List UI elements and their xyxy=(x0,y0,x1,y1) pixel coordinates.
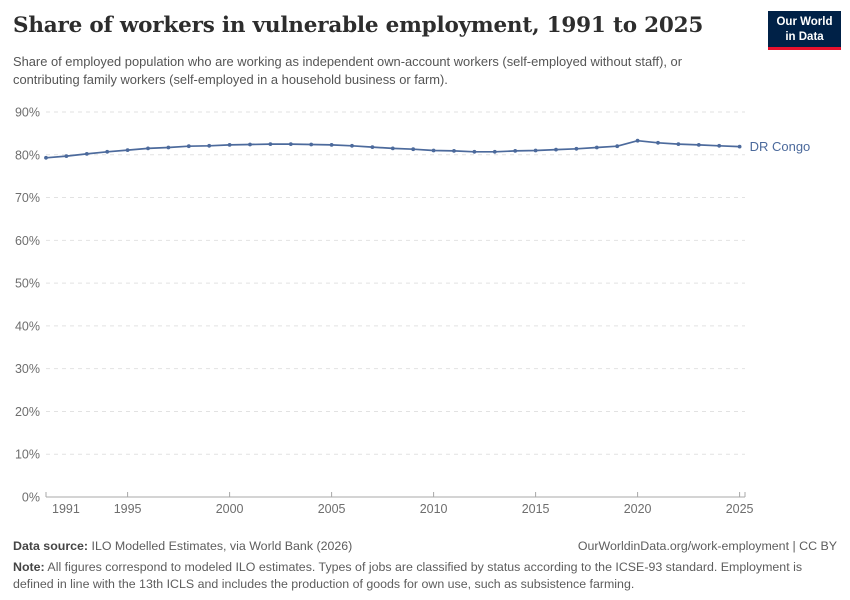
data-point[interactable] xyxy=(431,148,436,153)
series-label-dr-congo[interactable]: DR Congo xyxy=(750,139,811,154)
data-point[interactable] xyxy=(44,155,48,160)
data-point[interactable] xyxy=(309,142,314,147)
y-tick-label: 40% xyxy=(15,319,40,333)
data-point[interactable] xyxy=(186,144,191,149)
data-point[interactable] xyxy=(390,146,395,151)
data-point[interactable] xyxy=(696,143,701,147)
y-tick-label: 60% xyxy=(15,234,40,248)
x-tick-label: 2015 xyxy=(522,502,550,516)
data-point[interactable] xyxy=(166,145,171,150)
data-point[interactable] xyxy=(84,152,89,156)
data-point[interactable] xyxy=(656,140,660,145)
data-point[interactable] xyxy=(248,142,252,147)
y-tick-label: 50% xyxy=(15,277,40,291)
y-tick-label: 30% xyxy=(15,362,40,376)
data-point[interactable] xyxy=(533,148,538,153)
data-point[interactable] xyxy=(492,149,497,154)
data-point[interactable] xyxy=(472,149,477,154)
data-point[interactable] xyxy=(146,146,150,151)
y-tick-label: 80% xyxy=(15,148,40,162)
data-source-text: ILO Modelled Estimates, via World Bank (… xyxy=(88,539,353,554)
data-point[interactable] xyxy=(329,143,334,147)
data-point[interactable] xyxy=(554,147,558,152)
y-tick-label: 90% xyxy=(15,106,40,120)
y-tick-label: 10% xyxy=(15,448,40,462)
note-text: All figures correspond to modeled ILO es… xyxy=(13,559,803,592)
data-point[interactable] xyxy=(105,149,110,154)
data-point[interactable] xyxy=(737,144,742,149)
data-point[interactable] xyxy=(574,146,579,151)
line-chart-svg[interactable]: 0% 10% 20% 30% 40% 50% 60% 70% 80% 90% 1991 1995 200… xyxy=(0,95,850,535)
data-point[interactable] xyxy=(288,142,293,146)
owid-logo-line2: in Data xyxy=(785,30,824,43)
x-tick-label: 2000 xyxy=(216,502,244,516)
x-tick-label: 2025 xyxy=(726,502,754,516)
data-point[interactable] xyxy=(717,143,722,148)
owid-logo-line1: Our World xyxy=(776,16,833,28)
data-point[interactable] xyxy=(615,144,620,149)
x-tick-label: 2010 xyxy=(420,502,448,516)
data-point[interactable] xyxy=(635,138,640,143)
data-point[interactable] xyxy=(676,142,681,146)
data-point[interactable] xyxy=(594,145,599,150)
owid-logo[interactable]: Our World in Data xyxy=(768,11,841,51)
x-tick-label: 1995 xyxy=(114,502,142,516)
owid-citation-link[interactable]: OurWorldinData.org/work-employment | CC … xyxy=(577,539,837,554)
note-label: Note: xyxy=(13,559,45,574)
data-source-label: Data source: xyxy=(13,539,89,554)
page-title: Share of workers in vulnerable employmen… xyxy=(13,13,704,38)
y-tick-label: 20% xyxy=(15,405,40,419)
data-point[interactable] xyxy=(350,143,354,148)
chart-note: Note: All figures correspond to modeled … xyxy=(13,559,837,594)
line-chart[interactable]: 0% 10% 20% 30% 40% 50% 60% 70% 80% 90% 1991 1995 200… xyxy=(0,95,850,535)
data-point[interactable] xyxy=(207,143,212,148)
data-point[interactable] xyxy=(268,142,273,146)
data-point[interactable] xyxy=(411,147,416,152)
data-source: Data source: ILO Modelled Estimates, via… xyxy=(13,538,352,556)
data-point[interactable] xyxy=(227,143,232,147)
data-point[interactable] xyxy=(125,148,130,152)
y-tick-label: 70% xyxy=(15,191,40,205)
x-tick-label: 1991 xyxy=(52,502,80,516)
chart-footer: Data source: ILO Modelled Estimates, via… xyxy=(13,538,837,594)
data-point[interactable] xyxy=(513,149,518,153)
data-point[interactable] xyxy=(452,149,456,153)
data-point[interactable] xyxy=(64,154,69,158)
y-tick-label: 0% xyxy=(22,491,40,505)
chart-subtitle: Share of employed population who are wor… xyxy=(13,54,683,88)
x-tick-label: 2020 xyxy=(624,502,652,516)
data-point[interactable] xyxy=(370,145,375,149)
x-tick-label: 2005 xyxy=(318,502,346,516)
